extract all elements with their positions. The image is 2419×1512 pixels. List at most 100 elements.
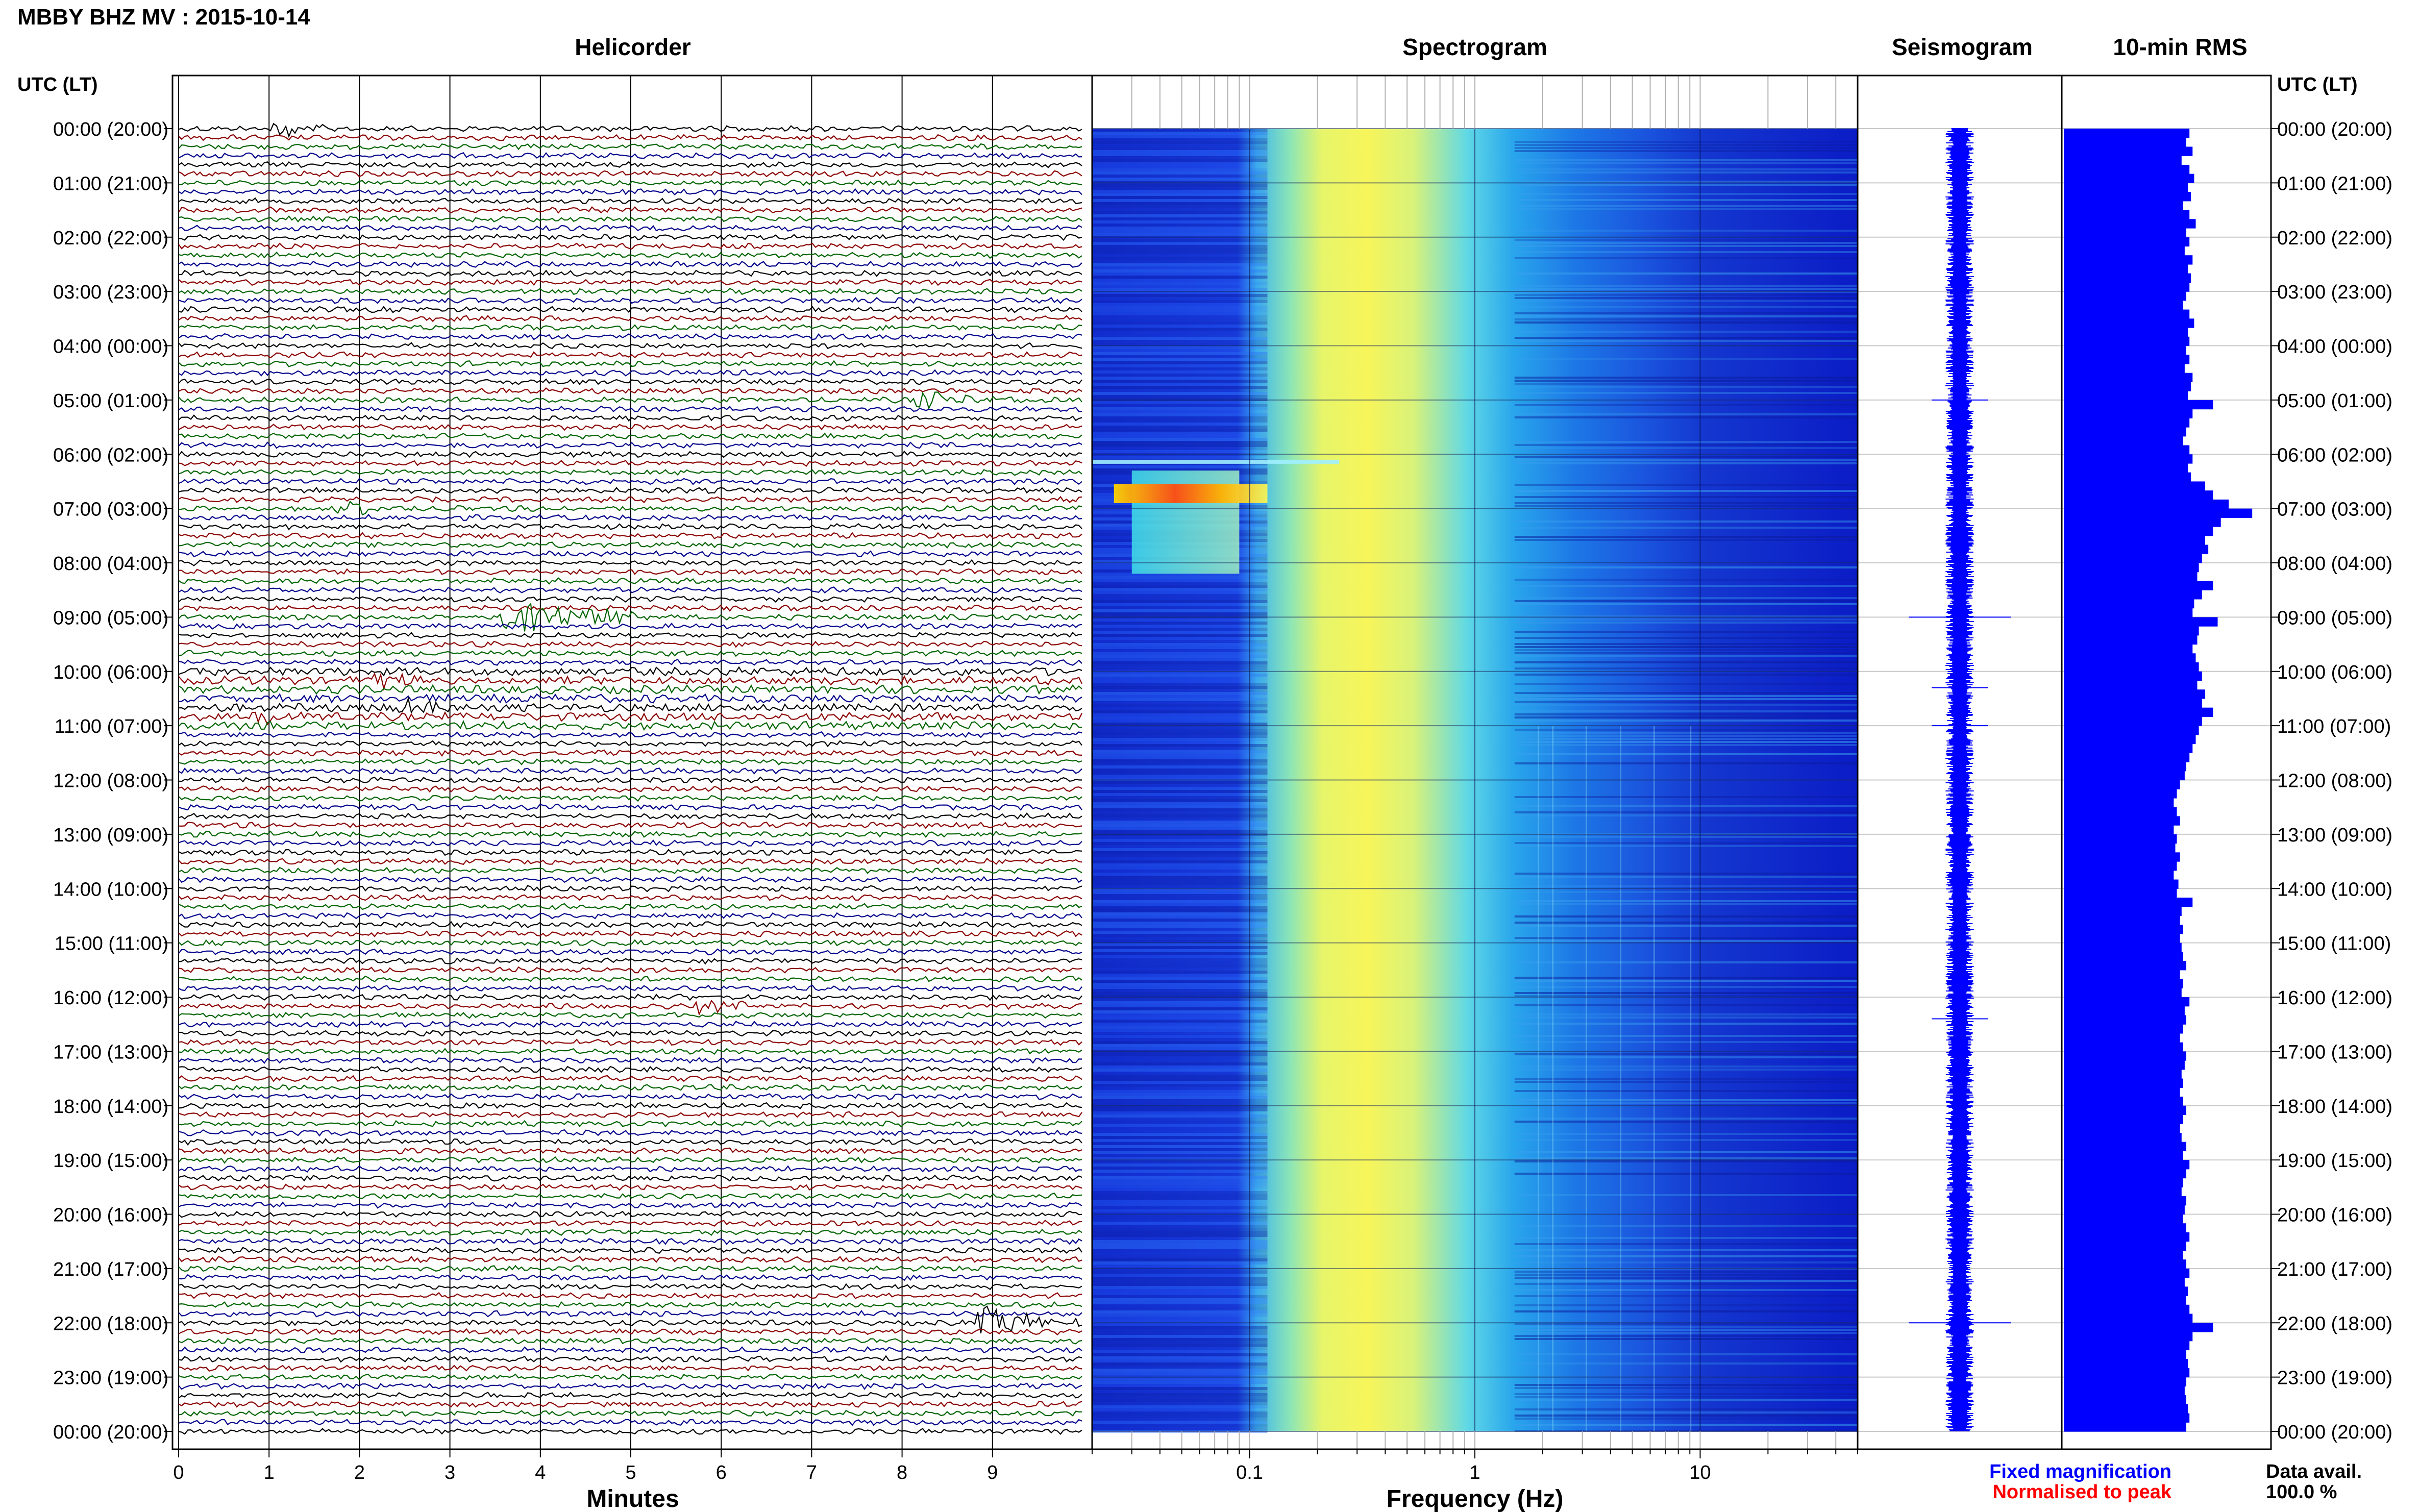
row-label-right: 11:00 (07:00) [2277, 716, 2391, 737]
row-label-right: 23:00 (19:00) [2277, 1368, 2392, 1389]
row-label-right: 09:00 (05:00) [2277, 607, 2392, 629]
rms-bar [2064, 1006, 2185, 1016]
rms-bar [2064, 156, 2182, 165]
helicorder-trace [178, 568, 1082, 576]
helicorder-trace [178, 684, 1082, 695]
rms-bar [2064, 925, 2183, 934]
helicorder-trace [178, 550, 1082, 558]
helicorder-trace [178, 1038, 1082, 1046]
rms-bar [2064, 689, 2205, 699]
rms-bar [2064, 1187, 2182, 1197]
rms-bar [2064, 572, 2198, 582]
helicorder-trace [178, 693, 1082, 704]
rms-bar [2064, 1232, 2190, 1242]
row-label-left: 17:00 (13:00) [53, 1042, 168, 1063]
rms-bar [2064, 943, 2182, 952]
rms-bar [2064, 771, 2185, 781]
rms-bar [2064, 355, 2190, 364]
rms-bar [2064, 599, 2194, 609]
helicorder-trace [178, 279, 1082, 286]
helicorder-trace [178, 215, 1082, 223]
helicorder-trace [178, 632, 1082, 639]
row-label-left: 07:00 (03:00) [53, 499, 168, 520]
rms-bar [2064, 1350, 2186, 1359]
helicorder-trace [178, 260, 1082, 268]
rms-bar [2064, 1042, 2183, 1052]
helicorder-trace [178, 450, 1082, 458]
helicorder-trace [178, 1156, 1082, 1164]
helicorder-trace [178, 1000, 1082, 1016]
helicorder-trace [178, 342, 1082, 350]
rms-bar [2064, 445, 2190, 455]
helicorder-x-tick: 9 [987, 1462, 998, 1483]
helicorder-trace [178, 559, 1082, 567]
row-label-right: 19:00 (15:00) [2277, 1150, 2392, 1172]
rms-bar [2064, 1404, 2188, 1414]
rms-bar [2064, 1268, 2190, 1278]
rms-bar [2064, 246, 2185, 256]
rms-bar [2064, 1205, 2185, 1215]
helicorder-trace [178, 378, 1082, 386]
helicorder-trace [178, 1228, 1082, 1236]
helicorder-trace [178, 849, 1082, 856]
rms-bar [2064, 825, 2174, 835]
helicorder-trace [178, 795, 1082, 802]
helicorder-trace [178, 251, 1082, 259]
row-label-left: 23:00 (19:00) [53, 1368, 168, 1389]
row-label-right: 03:00 (23:00) [2277, 282, 2392, 303]
rms-bar [2064, 626, 2199, 636]
spectrogram-x-tick: 1 [1469, 1462, 1480, 1483]
rms-bar [2064, 463, 2188, 473]
row-label-right: 02:00 (22:00) [2277, 228, 2392, 249]
rms-bar [2064, 979, 2183, 988]
rms-bar [2064, 1241, 2186, 1251]
row-label-right: 18:00 (14:00) [2277, 1096, 2392, 1118]
row-label-right: 05:00 (01:00) [2277, 390, 2392, 412]
rms-bar [2064, 590, 2202, 600]
utc-label-left: UTC (LT) [17, 74, 98, 95]
spectrogram-x-tick: 0.1 [1236, 1462, 1263, 1483]
rms-bar [2064, 418, 2190, 428]
rms-bar [2064, 762, 2186, 772]
helicorder-trace [178, 1110, 1082, 1119]
row-label-right: 21:00 (17:00) [2277, 1259, 2392, 1280]
rms-bar [2064, 219, 2196, 229]
helicorder-trace [178, 532, 1082, 540]
spectrogram-panel: 0.1 1 10 [1091, 75, 1859, 1483]
rms-bar [2064, 997, 2190, 1007]
helicorder-trace [178, 767, 1082, 775]
rms-bar [2064, 988, 2182, 998]
helicorder-trace [178, 921, 1082, 929]
rms-title: 10-min RMS [2113, 34, 2247, 60]
rms-bar [2064, 798, 2174, 808]
rms-bar [2064, 527, 2213, 536]
rms-bar [2064, 716, 2202, 726]
rms-bar [2064, 472, 2191, 482]
rms-bar [2064, 1097, 2183, 1106]
rms-bar [2064, 1422, 2186, 1432]
helicorder-trace [178, 1220, 1082, 1227]
rms-bar [2064, 780, 2180, 789]
rms-bar [2064, 1286, 2188, 1296]
row-label-right: 22:00 (18:00) [2277, 1313, 2392, 1334]
rms-bar [2064, 1169, 2186, 1179]
helicorder-x-tick: 8 [897, 1462, 907, 1483]
rms-bar [2064, 816, 2180, 826]
helicorder-x-tick: 2 [354, 1462, 365, 1483]
legend-fixed-magnification: Fixed magnification [1989, 1461, 2171, 1482]
helicorder-trace [178, 1305, 1082, 1334]
frequency-axis-label: Frequency (Hz) [1387, 1485, 1564, 1512]
helicorder-trace [178, 1183, 1082, 1191]
row-label-left: 05:00 (01:00) [53, 390, 168, 412]
helicorder-trace [178, 405, 1082, 413]
helicorder-x-tick: 1 [264, 1462, 275, 1483]
helicorder-trace [178, 369, 1082, 377]
helicorder-trace [178, 731, 1082, 738]
figure-title: MBBY BHZ MV : 2015-10-14 [17, 5, 310, 30]
rms-bar [2064, 1323, 2213, 1332]
row-label-right: 01:00 (21:00) [2277, 173, 2392, 194]
rms-bar [2064, 373, 2193, 383]
rms-bar [2064, 400, 2213, 410]
helicorder-trace [178, 424, 1082, 431]
rms-bar [2064, 635, 2198, 645]
